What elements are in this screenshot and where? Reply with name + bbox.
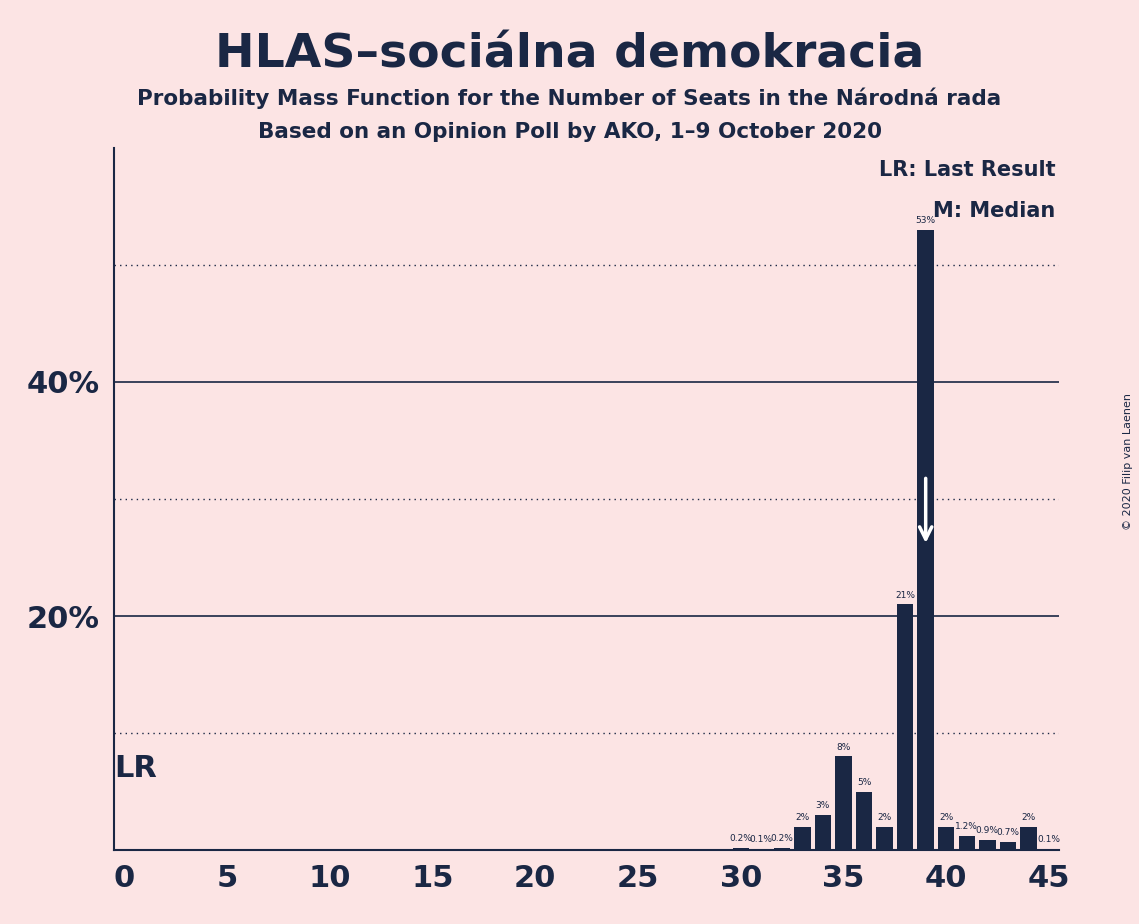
Text: 0.1%: 0.1%: [1038, 835, 1060, 845]
Bar: [794, 827, 811, 850]
Text: 21%: 21%: [895, 590, 915, 600]
Text: 1.2%: 1.2%: [956, 822, 978, 832]
Text: 8%: 8%: [836, 743, 851, 752]
Text: 2%: 2%: [1022, 813, 1035, 822]
Bar: [814, 815, 831, 850]
Text: 2%: 2%: [795, 813, 810, 822]
Bar: [753, 849, 770, 850]
Bar: [855, 792, 872, 850]
Bar: [1021, 827, 1036, 850]
Bar: [896, 604, 913, 850]
Text: 0.1%: 0.1%: [749, 835, 772, 845]
Bar: [1000, 842, 1016, 850]
Text: LR: LR: [114, 754, 157, 783]
Bar: [732, 847, 749, 850]
Bar: [773, 847, 790, 850]
Bar: [918, 230, 934, 850]
Text: 0.2%: 0.2%: [770, 834, 793, 843]
Text: Based on an Opinion Poll by AKO, 1–9 October 2020: Based on an Opinion Poll by AKO, 1–9 Oct…: [257, 122, 882, 142]
Text: 0.7%: 0.7%: [997, 828, 1019, 837]
Text: 5%: 5%: [857, 778, 871, 787]
Bar: [876, 827, 893, 850]
Bar: [959, 836, 975, 850]
Text: HLAS–sociálna demokracia: HLAS–sociálna demokracia: [215, 32, 924, 78]
Bar: [980, 840, 995, 850]
Text: 0.2%: 0.2%: [729, 834, 752, 843]
Text: 3%: 3%: [816, 801, 830, 810]
Text: © 2020 Filip van Laenen: © 2020 Filip van Laenen: [1123, 394, 1133, 530]
Text: 2%: 2%: [877, 813, 892, 822]
Text: Probability Mass Function for the Number of Seats in the Národná rada: Probability Mass Function for the Number…: [138, 88, 1001, 109]
Bar: [939, 827, 954, 850]
Text: 2%: 2%: [940, 813, 953, 822]
Text: LR: Last Result: LR: Last Result: [878, 160, 1055, 179]
Text: 53%: 53%: [916, 216, 936, 225]
Text: M: Median: M: Median: [933, 201, 1055, 221]
Bar: [1041, 849, 1057, 850]
Text: 0.9%: 0.9%: [976, 826, 999, 835]
Bar: [835, 757, 852, 850]
